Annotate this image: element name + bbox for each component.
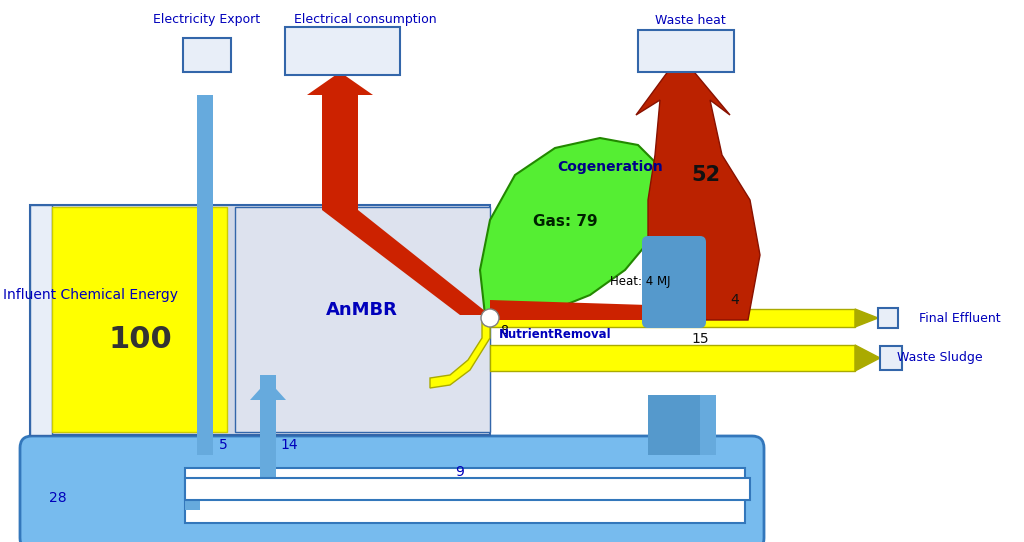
Text: 5: 5 bbox=[219, 438, 227, 452]
Text: 4: 4 bbox=[731, 293, 739, 307]
Bar bbox=[197, 95, 213, 435]
Polygon shape bbox=[322, 210, 490, 315]
Text: Cogeneration: Cogeneration bbox=[557, 160, 663, 174]
Bar bbox=[260, 375, 276, 455]
Polygon shape bbox=[185, 455, 276, 510]
Polygon shape bbox=[636, 55, 760, 320]
Bar bbox=[490, 345, 855, 371]
Bar bbox=[285, 27, 400, 75]
Text: 100: 100 bbox=[109, 326, 172, 354]
Bar bbox=[638, 30, 734, 72]
Text: Waste Sludge: Waste Sludge bbox=[897, 352, 983, 365]
Text: 52: 52 bbox=[691, 165, 721, 185]
Text: NutrientRemoval: NutrientRemoval bbox=[499, 328, 611, 341]
Bar bbox=[30, 205, 52, 435]
Text: 9: 9 bbox=[456, 465, 465, 479]
Text: Electrical consumption: Electrical consumption bbox=[294, 14, 436, 27]
Text: Heat: 4 MJ: Heat: 4 MJ bbox=[610, 275, 671, 288]
Text: Gas: 79: Gas: 79 bbox=[532, 215, 597, 229]
Polygon shape bbox=[250, 380, 286, 400]
Ellipse shape bbox=[481, 309, 499, 327]
Bar bbox=[183, 38, 231, 72]
Text: 28: 28 bbox=[49, 491, 67, 505]
Bar bbox=[878, 308, 898, 328]
Text: 14: 14 bbox=[280, 438, 298, 452]
Bar bbox=[322, 90, 358, 210]
Text: Final Effluent: Final Effluent bbox=[920, 312, 1000, 325]
Text: Electricity Export: Electricity Export bbox=[154, 14, 260, 27]
Bar bbox=[700, 395, 716, 455]
Bar bbox=[30, 205, 490, 435]
Bar bbox=[185, 478, 750, 500]
Polygon shape bbox=[855, 345, 880, 371]
Bar bbox=[490, 309, 855, 327]
Text: 8: 8 bbox=[500, 324, 508, 337]
Polygon shape bbox=[490, 300, 648, 320]
Polygon shape bbox=[855, 309, 878, 327]
Bar bbox=[185, 468, 745, 523]
Text: AnMBR: AnMBR bbox=[326, 301, 398, 319]
Bar bbox=[234, 207, 490, 432]
Text: Influent Chemical Energy: Influent Chemical Energy bbox=[3, 288, 178, 302]
Polygon shape bbox=[189, 55, 221, 72]
Text: 15: 15 bbox=[691, 332, 709, 346]
Polygon shape bbox=[307, 72, 373, 95]
Text: Waste heat: Waste heat bbox=[654, 14, 725, 27]
Bar bbox=[52, 207, 227, 432]
Bar bbox=[197, 425, 213, 455]
Bar bbox=[880, 346, 902, 370]
Bar bbox=[648, 395, 700, 455]
Polygon shape bbox=[430, 318, 490, 388]
Polygon shape bbox=[480, 138, 662, 320]
FancyBboxPatch shape bbox=[642, 236, 706, 328]
FancyBboxPatch shape bbox=[20, 436, 764, 542]
